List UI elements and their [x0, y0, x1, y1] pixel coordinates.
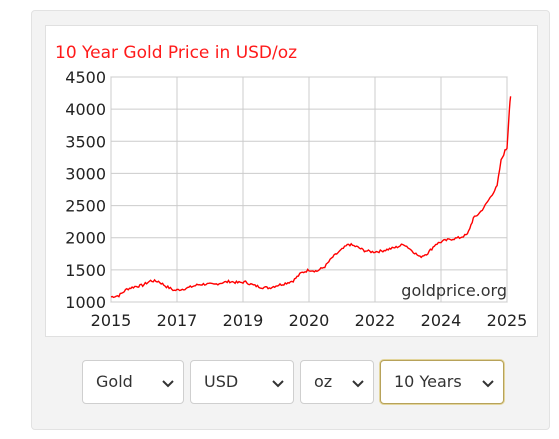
range-select[interactable]: 10 Years — [380, 360, 504, 404]
y-tick-label: 2500 — [65, 197, 106, 216]
gold-price-series-line — [110, 96, 512, 299]
unit-select-value: oz — [314, 372, 333, 391]
chart-controls: Gold USD oz 10 Years — [32, 360, 549, 406]
x-tick-label: 2015 — [91, 311, 132, 330]
y-tick-label: 3500 — [65, 132, 106, 151]
y-tick-label: 4500 — [65, 68, 106, 87]
range-select-value: 10 Years — [394, 372, 462, 391]
currency-select-value: USD — [204, 372, 239, 391]
unit-select[interactable]: oz — [300, 360, 374, 404]
chart-series-layer — [110, 96, 512, 299]
metal-select[interactable]: Gold — [82, 360, 184, 404]
chevron-down-icon — [162, 380, 174, 388]
y-tick-label: 4000 — [65, 100, 106, 119]
y-tick-label: 2000 — [65, 229, 106, 248]
x-tick-label: 2017 — [157, 311, 198, 330]
chart-container: 10 Year Gold Price in USD/oz 4500 4000 350… — [45, 25, 538, 337]
chart-watermark: goldprice.org — [401, 281, 507, 300]
y-tick-label: 3000 — [65, 164, 106, 183]
x-tick-label: 2022 — [355, 311, 396, 330]
x-tick-label: 2024 — [421, 311, 462, 330]
currency-select[interactable]: USD — [190, 360, 294, 404]
chevron-down-icon — [352, 380, 364, 388]
x-tick-label: 2019 — [223, 311, 264, 330]
chart-title: 10 Year Gold Price in USD/oz — [55, 43, 297, 63]
y-tick-label: 1000 — [65, 293, 106, 312]
chart-grid — [110, 76, 508, 303]
gold-price-chart: 10 Year Gold Price in USD/oz 4500 4000 350… — [55, 43, 527, 330]
x-tick-label: 2020 — [289, 311, 330, 330]
metal-select-value: Gold — [96, 372, 133, 391]
x-tick-label: 2025 — [487, 311, 528, 330]
gold-price-widget: 10 Year Gold Price in USD/oz 4500 4000 350… — [31, 10, 550, 430]
chevron-down-icon — [482, 380, 494, 388]
y-tick-label: 1500 — [65, 261, 106, 280]
chevron-down-icon — [272, 380, 284, 388]
